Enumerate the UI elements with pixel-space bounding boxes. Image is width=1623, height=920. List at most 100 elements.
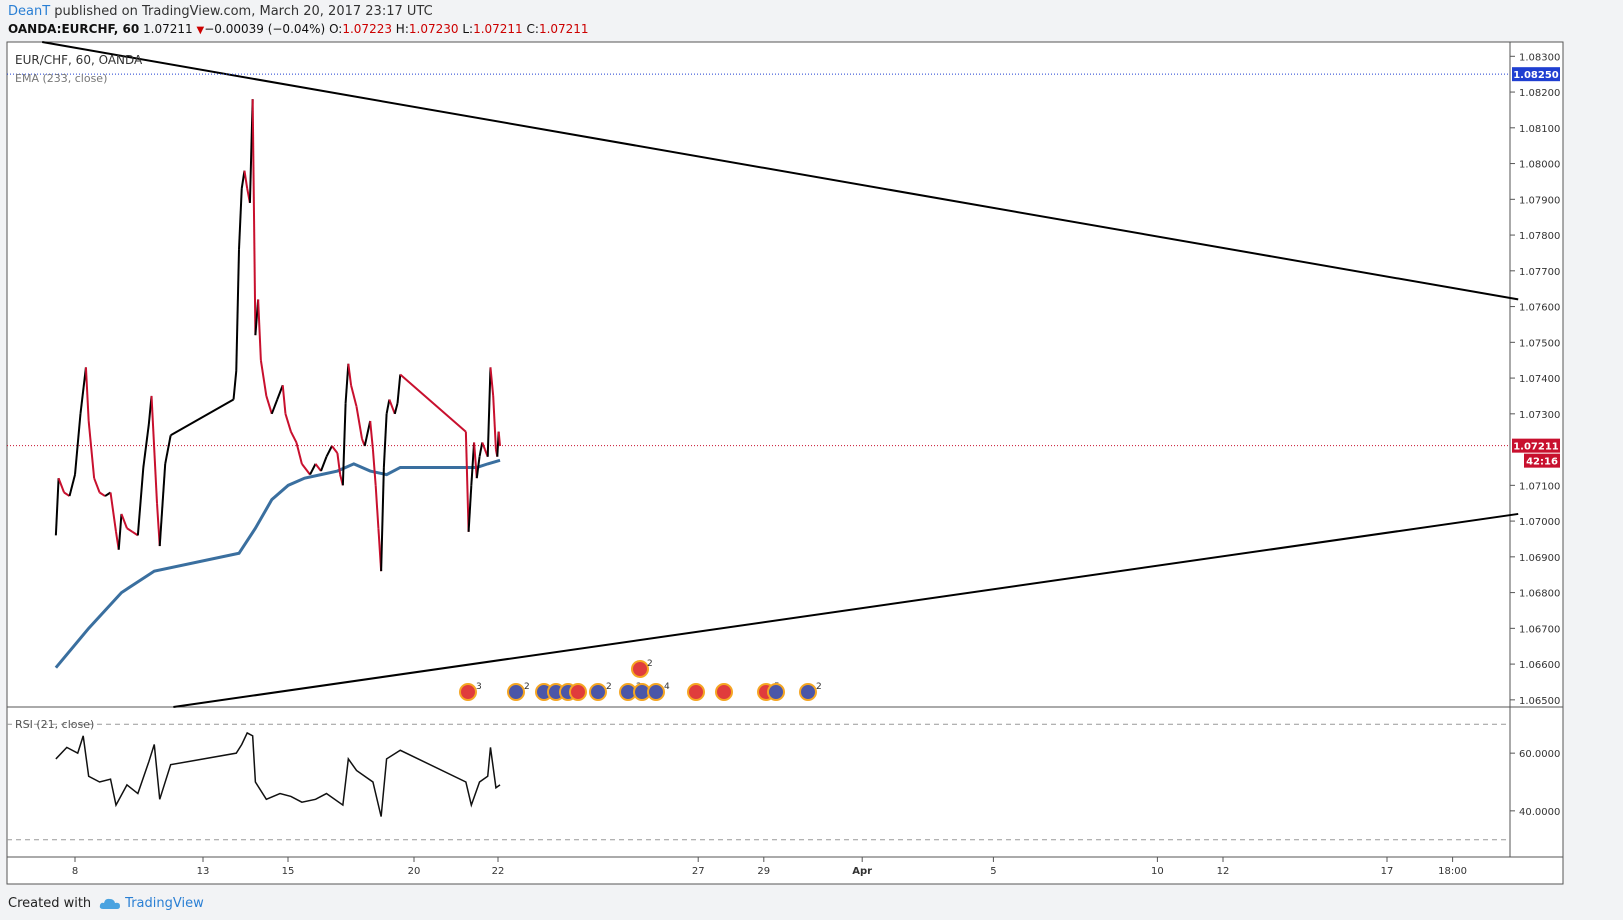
current-price-badge [1512, 438, 1560, 453]
price-segment-27 [235, 249, 240, 371]
price-segment-70 [464, 431, 470, 532]
price-segment-80 [492, 395, 497, 450]
price-segment-75 [478, 442, 484, 457]
event-icon-14 [799, 683, 817, 701]
price-segment-83 [497, 431, 502, 447]
price-segment-43 [295, 442, 303, 465]
price-segment-6 [79, 367, 87, 414]
price-segment-5 [74, 413, 82, 475]
created-with-text: Created with [8, 896, 92, 911]
event-count-upper: 2 [647, 659, 653, 669]
price-segment-16 [126, 527, 133, 533]
footer: Created with TradingView [8, 896, 204, 911]
time-tick-label-2: 15 [282, 866, 295, 877]
tradingview-brand: TradingView [125, 896, 204, 911]
event-icon-0 [459, 683, 477, 701]
author-link[interactable]: DeanT [8, 4, 51, 19]
price-segment-7 [84, 367, 90, 422]
price-segment-4 [68, 474, 76, 497]
cloud-icon [99, 898, 121, 909]
price-segment-68 [396, 374, 402, 404]
price-segment-33 [251, 99, 257, 336]
price-change: −0.00039 (−0.04%) [204, 22, 326, 36]
price-segment-55 [350, 384, 358, 407]
time-tick-label-6: 29 [757, 866, 770, 877]
price-segment-35 [257, 299, 262, 361]
price-segment-50 [336, 453, 342, 475]
time-tick-label-0: 8 [72, 866, 78, 877]
price-segment-25 [170, 398, 235, 437]
price-tick-label-16: 1.06600 [1519, 660, 1560, 671]
price-tick-label-5: 1.07800 [1519, 231, 1560, 242]
high-value: 1.07230 [408, 22, 459, 36]
event-icon-10 [687, 683, 705, 701]
price-segment-49 [331, 445, 339, 454]
price-segment-59 [369, 420, 374, 450]
event-count-0: 3 [476, 682, 482, 692]
price-segment-30 [243, 170, 249, 189]
price-tick-label-9: 1.07400 [1519, 374, 1560, 385]
publish-info: published on TradingView.com, March 20, … [50, 4, 433, 19]
ema-legend: EMA (233, close) [15, 72, 107, 85]
price-segment-61 [374, 485, 380, 529]
price-segment-64 [382, 413, 388, 468]
time-tick-label-8: 5 [990, 866, 996, 877]
price-segment-21 [150, 395, 158, 504]
time-tick-label-1: 13 [197, 866, 210, 877]
price-segment-42 [290, 431, 298, 443]
price-segment-14 [117, 513, 123, 550]
time-tick-label-11: 17 [1381, 866, 1394, 877]
rsi-legend: RSI (21, close) [15, 718, 94, 731]
price-tick-label-11: 1.07100 [1519, 481, 1560, 492]
tradingview-link[interactable]: TradingView [99, 896, 204, 911]
price-segment-36 [259, 360, 268, 397]
price-tick-label-4: 1.07900 [1519, 195, 1560, 206]
price-segment-73 [473, 442, 478, 479]
price-segment-56 [355, 406, 363, 440]
price-segment-46 [314, 463, 322, 472]
event-count-6: 2 [606, 682, 612, 692]
price-tick-label-8: 1.07500 [1519, 338, 1560, 349]
time-tick-label-7: Apr [852, 866, 872, 877]
price-segment-38 [270, 399, 279, 415]
event-count-9: 4 [664, 682, 670, 692]
countdown-text: 42:16 [1526, 457, 1558, 468]
price-segment-79 [489, 367, 495, 397]
price-tick-label-2: 1.08100 [1519, 124, 1560, 135]
price-tick-label-15: 1.06700 [1519, 624, 1560, 635]
price-segment-37 [265, 395, 273, 415]
trendline-1 [173, 512, 1519, 708]
price-segment-23 [158, 463, 167, 547]
price-tick-label-13: 1.06900 [1519, 553, 1560, 564]
price-segment-28 [238, 188, 243, 250]
time-tick-label-4: 22 [492, 866, 505, 877]
rsi-tick-label-1: 40.0000 [1519, 807, 1560, 818]
price-segment-69 [399, 373, 467, 433]
high-label: H: [395, 22, 409, 36]
price-segment-63 [380, 467, 385, 572]
price-segment-67 [393, 402, 399, 415]
time-tick-label-5: 27 [692, 866, 705, 877]
countdown-badge [1524, 453, 1560, 468]
price-segment-12 [109, 492, 117, 532]
price-tick-label-3: 1.08000 [1519, 160, 1560, 171]
price-segment-45 [309, 463, 317, 476]
event-count-14: 2 [816, 682, 822, 692]
price-segment-41 [284, 413, 292, 432]
price-segment-10 [99, 491, 106, 497]
price-tick-label-0: 1.08300 [1519, 52, 1560, 63]
symbol-line: OANDA:EURCHF, 60 1.07211 ▼−0.00039 (−0.0… [8, 22, 589, 36]
open-label: O: [329, 22, 343, 36]
price-segment-52 [341, 403, 347, 486]
price-segment-1 [54, 478, 60, 536]
event-icon-9 [647, 683, 665, 701]
price-segment-2 [57, 477, 66, 493]
low-label: L: [462, 22, 474, 36]
close-label: C: [526, 22, 539, 36]
current-price-text: 1.07211 [1513, 442, 1559, 453]
event-icon-5 [569, 683, 587, 701]
price-tick-label-7: 1.07600 [1519, 303, 1560, 314]
price-segment-66 [388, 399, 396, 415]
price-segment-76 [481, 442, 486, 450]
